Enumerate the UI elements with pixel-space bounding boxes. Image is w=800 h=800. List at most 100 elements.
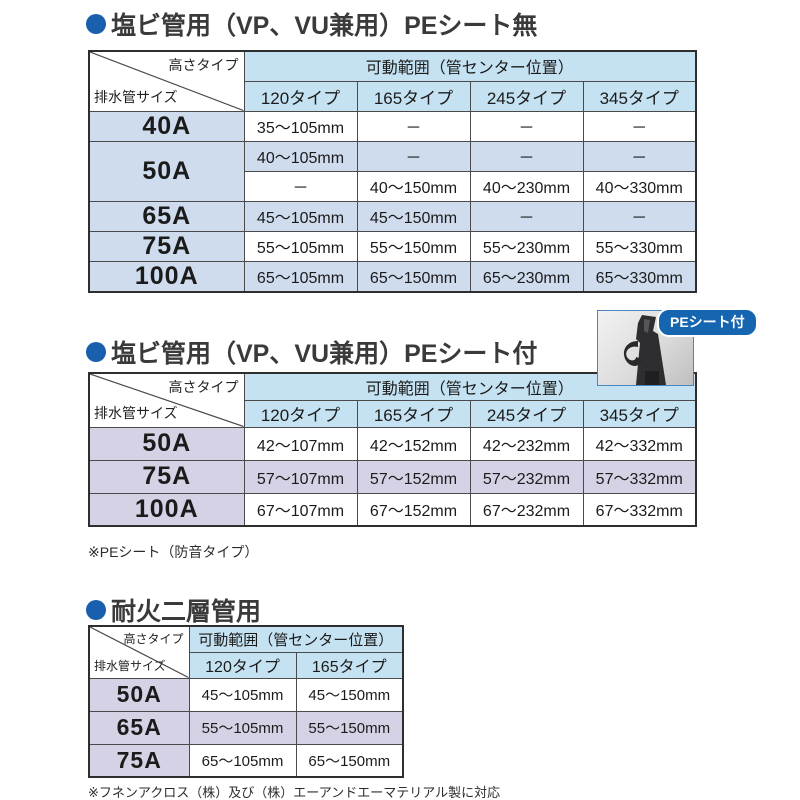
- table-cell: 55～330mm: [582, 230, 697, 262]
- table-row: 75A 65～105mm 65～150mm: [88, 743, 404, 778]
- table-cell: 57～107mm: [243, 459, 358, 494]
- table-cell: 57～232mm: [469, 459, 584, 494]
- span-header-cell: 可動範囲（管センター位置）: [243, 50, 697, 82]
- table-cell: 67～107mm: [243, 492, 358, 527]
- corner-cell: 高さタイプ 排水管サイズ: [88, 372, 245, 428]
- row-label: 50A: [88, 677, 190, 712]
- table-cell: 40～150mm: [356, 170, 471, 202]
- section2-title-text: 塩ビ管用（VP、VU兼用）PEシート付: [111, 340, 538, 368]
- column-header: 165タイプ: [295, 651, 404, 679]
- table-cell: 55～230mm: [469, 230, 584, 262]
- row-label: 75A: [88, 459, 245, 494]
- row-label: 40A: [88, 110, 245, 142]
- row-label: 50A: [88, 426, 245, 461]
- table-cell: －: [582, 140, 697, 172]
- table-fireproof-double-pipe: 高さタイプ 排水管サイズ 可動範囲（管センター位置） 120タイプ 165タイプ…: [88, 625, 404, 778]
- corner-label-height-type: 高さタイプ: [123, 632, 184, 646]
- corner-label-pipe-size: 排水管サイズ: [94, 658, 166, 673]
- table-cell: －: [243, 170, 358, 202]
- column-header: 120タイプ: [243, 399, 358, 428]
- row-label: 75A: [88, 743, 190, 778]
- row-label: 100A: [88, 492, 245, 527]
- row-label: 65A: [88, 710, 190, 745]
- table-cell: 65～230mm: [469, 260, 584, 292]
- table-cell: 65～105mm: [243, 260, 358, 292]
- table-cell: 42～107mm: [243, 426, 358, 461]
- table-cell: 55～105mm: [188, 710, 297, 745]
- table-cell: 45～150mm: [295, 677, 404, 712]
- bullet-icon: [86, 14, 106, 34]
- span-header-cell: 可動範囲（管センター位置）: [243, 372, 697, 401]
- table-cell: 67～152mm: [356, 492, 471, 527]
- pipe-bracket-illustration: [623, 315, 666, 385]
- column-header: 165タイプ: [356, 80, 471, 112]
- corner-cell: 高さタイプ 排水管サイズ: [88, 625, 190, 679]
- table-row: 50A 42～107mm 42～152mm 42～232mm 42～332mm: [88, 426, 697, 461]
- corner-label-pipe-size: 排水管サイズ: [94, 404, 178, 421]
- table-cell: 42～332mm: [582, 426, 697, 461]
- table-row: 50A 40～105mm － － －: [88, 140, 697, 202]
- table-row: 高さタイプ 排水管サイズ 可動範囲（管センター位置）: [88, 50, 697, 112]
- row-label: 100A: [88, 260, 245, 292]
- table-cell: 40～105mm: [243, 140, 358, 172]
- table-cell: 65～330mm: [582, 260, 697, 292]
- table-row: 高さタイプ 排水管サイズ 可動範囲（管センター位置）: [88, 625, 404, 679]
- table-cell: 67～332mm: [582, 492, 697, 527]
- table-cell: 57～152mm: [356, 459, 471, 494]
- pe-sheet-badge: PEシート付: [657, 308, 758, 337]
- column-header: 120タイプ: [188, 651, 297, 679]
- span-header-cell: 可動範囲（管センター位置）: [188, 625, 404, 653]
- table-row: 100A 65～105mm 65～150mm 65～230mm 65～330mm: [88, 260, 697, 292]
- corner-cell: 高さタイプ 排水管サイズ: [88, 50, 245, 112]
- column-header: 345タイプ: [582, 80, 697, 112]
- table-cell: 57～332mm: [582, 459, 697, 494]
- column-header: 165タイプ: [356, 399, 471, 428]
- table-cell: 55～150mm: [295, 710, 404, 745]
- table-cell: 42～232mm: [469, 426, 584, 461]
- table-cell: 67～232mm: [469, 492, 584, 527]
- diagonal-line: [90, 627, 189, 678]
- table-row: 65A 45～105mm 45～150mm － －: [88, 200, 697, 232]
- column-header: 120タイプ: [243, 80, 358, 112]
- column-header: 245タイプ: [469, 399, 584, 428]
- row-label: 75A: [88, 230, 245, 262]
- table-row: 高さタイプ 排水管サイズ 可動範囲（管センター位置）: [88, 372, 697, 428]
- section1-title: 塩ビ管用（VP、VU兼用）PEシート無: [86, 6, 537, 42]
- table-row: 120タイプ 165タイプ 245タイプ 345タイプ: [89, 399, 697, 428]
- table-cell: 65～105mm: [188, 743, 297, 778]
- bullet-icon: [86, 342, 106, 362]
- section3-title-text: 耐火二層管用: [111, 598, 262, 626]
- table-cell: 35～105mm: [243, 110, 358, 142]
- table-cell: －: [469, 110, 584, 142]
- table-row: 40A 35～105mm － － －: [88, 110, 697, 142]
- table-cell: 42～152mm: [356, 426, 471, 461]
- section1-title-text: 塩ビ管用（VP、VU兼用）PEシート無: [111, 12, 538, 40]
- diagonal-line: [90, 52, 244, 111]
- table-row: 100A 67～107mm 67～152mm 67～232mm 67～332mm: [88, 492, 697, 527]
- table-cell: －: [582, 110, 697, 142]
- column-header: 345タイプ: [582, 399, 697, 428]
- table-cell: －: [582, 200, 697, 232]
- table-cell: 45～150mm: [356, 200, 471, 232]
- table-cell: 55～105mm: [243, 230, 358, 262]
- table-cell: 65～150mm: [295, 743, 404, 778]
- table-cell: 65～150mm: [356, 260, 471, 292]
- table-cell: －: [356, 110, 471, 142]
- table-cell: －: [469, 200, 584, 232]
- table-cell: 45～105mm: [188, 677, 297, 712]
- row-label: 65A: [88, 200, 245, 232]
- bullet-icon: [86, 600, 106, 620]
- table-cell: －: [469, 140, 584, 172]
- column-header: 245タイプ: [469, 80, 584, 112]
- table-vp-vu-with-pe-sheet: 高さタイプ 排水管サイズ 可動範囲（管センター位置） 120タイプ 165タイプ…: [88, 372, 697, 527]
- table-vp-vu-no-pe-sheet: 高さタイプ 排水管サイズ 可動範囲（管センター位置） 120タイプ 165タイプ…: [88, 50, 697, 293]
- diagonal-line: [90, 374, 244, 427]
- table-cell: －: [356, 140, 471, 172]
- table-row: 75A 57～107mm 57～152mm 57～232mm 57～332mm: [88, 459, 697, 494]
- row-label: 50A: [88, 140, 245, 202]
- manufacturer-note: ※フネンアクロス（株）及び（株）エーアンドエーマテリアル製に対応: [88, 785, 501, 800]
- pe-sheet-note: ※PEシート（防音タイプ）: [88, 544, 259, 560]
- corner-label-pipe-size: 排水管サイズ: [94, 88, 178, 105]
- table-row: 120タイプ 165タイプ: [89, 651, 404, 679]
